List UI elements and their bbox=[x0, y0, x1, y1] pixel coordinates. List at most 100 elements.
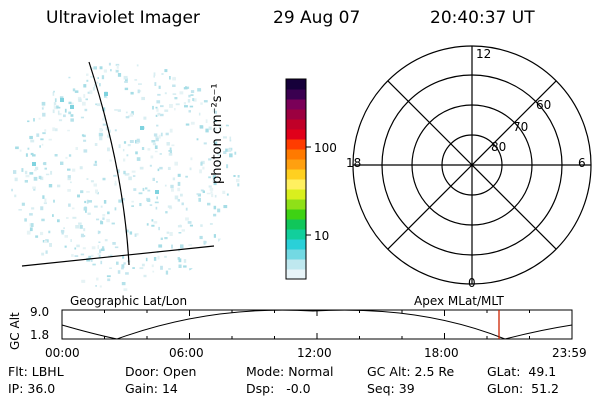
speckle bbox=[111, 222, 115, 225]
speckle bbox=[70, 102, 74, 105]
speckle bbox=[138, 192, 143, 195]
speckle bbox=[81, 134, 85, 137]
speckle bbox=[102, 123, 107, 126]
apex-panel-title: Apex MLat/MLT bbox=[414, 294, 504, 308]
speckle bbox=[172, 84, 176, 87]
speckle bbox=[123, 170, 126, 175]
speckle bbox=[106, 218, 110, 223]
speckle bbox=[156, 108, 159, 112]
speckle bbox=[171, 188, 174, 192]
speckle bbox=[159, 153, 162, 155]
speckle bbox=[178, 258, 182, 263]
speckle bbox=[187, 99, 191, 103]
speckle bbox=[139, 203, 142, 207]
speckle bbox=[85, 210, 87, 213]
speckle bbox=[197, 88, 202, 92]
speckle bbox=[203, 100, 208, 103]
speckle bbox=[64, 108, 67, 113]
speckle bbox=[95, 81, 99, 84]
speckle bbox=[190, 90, 195, 93]
speckle bbox=[29, 227, 33, 232]
speckle bbox=[164, 109, 169, 112]
speckle bbox=[122, 148, 125, 152]
polar-label-18: 18 bbox=[346, 156, 362, 170]
speckle bbox=[223, 205, 228, 209]
speckle bbox=[97, 245, 99, 249]
speckle bbox=[98, 255, 101, 259]
speckle bbox=[174, 195, 179, 200]
speckle bbox=[141, 263, 145, 267]
speckle bbox=[60, 98, 64, 102]
colorbar-unit-label: photon cm⁻²s⁻¹ bbox=[210, 83, 225, 184]
speckle bbox=[165, 132, 169, 136]
speckle bbox=[114, 180, 117, 184]
polar-lat-label-70: 70 bbox=[513, 120, 529, 134]
speckle bbox=[212, 180, 217, 183]
speckle bbox=[83, 84, 87, 88]
colorbar-frame bbox=[285, 78, 307, 280]
speckle bbox=[213, 128, 217, 132]
speckle bbox=[104, 239, 108, 242]
speckle bbox=[151, 264, 154, 268]
speckle bbox=[172, 93, 177, 95]
speckle bbox=[166, 231, 170, 234]
speckle bbox=[102, 118, 106, 121]
speckle bbox=[24, 218, 27, 222]
speckle bbox=[57, 106, 61, 109]
speckle bbox=[41, 252, 45, 256]
speckle bbox=[222, 190, 226, 194]
speckle bbox=[54, 154, 58, 157]
speckle bbox=[135, 151, 138, 155]
speckle bbox=[89, 90, 93, 95]
speckle bbox=[67, 189, 71, 192]
speckle bbox=[156, 124, 159, 127]
time-axis-ticks bbox=[61, 310, 573, 339]
speckle bbox=[13, 170, 17, 174]
speckle bbox=[203, 240, 207, 244]
speckle bbox=[188, 244, 193, 246]
speckle bbox=[164, 69, 168, 73]
speckle bbox=[116, 261, 119, 265]
filter-status: Flt: LBHL bbox=[8, 364, 64, 379]
speckle bbox=[154, 145, 158, 149]
speckle bbox=[217, 152, 221, 156]
speckle bbox=[83, 207, 88, 211]
speckle bbox=[65, 156, 68, 159]
colorbar-cell bbox=[286, 179, 306, 190]
speckle bbox=[127, 173, 130, 176]
speckle bbox=[211, 193, 214, 198]
speckle bbox=[94, 205, 98, 208]
speckle bbox=[146, 223, 149, 226]
speckle bbox=[40, 176, 44, 181]
colorbar-cell bbox=[286, 89, 306, 100]
speckle bbox=[196, 138, 199, 141]
speckle bbox=[106, 275, 111, 278]
speckle bbox=[153, 75, 155, 78]
speckle bbox=[154, 201, 159, 204]
speckle bbox=[42, 106, 45, 108]
colorbar bbox=[285, 78, 311, 280]
speckle bbox=[131, 170, 136, 173]
speckle bbox=[103, 69, 107, 73]
colorbar-cell bbox=[286, 109, 306, 120]
speckle bbox=[114, 246, 119, 249]
colorbar-cell bbox=[286, 129, 306, 140]
speckle bbox=[131, 205, 134, 207]
colorbar-label-100: 100 bbox=[314, 141, 337, 155]
speckle bbox=[189, 167, 192, 171]
speckle bbox=[87, 212, 91, 215]
speckle bbox=[143, 274, 147, 278]
speckle bbox=[88, 200, 92, 203]
speckle bbox=[99, 83, 101, 87]
speckle bbox=[169, 147, 172, 152]
speckle bbox=[27, 120, 30, 123]
speckle bbox=[110, 69, 112, 72]
speckle bbox=[54, 98, 57, 102]
speckle bbox=[26, 230, 31, 235]
speckle bbox=[168, 152, 173, 156]
speckle bbox=[205, 128, 209, 133]
speckle bbox=[207, 202, 211, 206]
speckle bbox=[102, 217, 105, 220]
speckle bbox=[93, 163, 98, 166]
speckle bbox=[86, 79, 89, 82]
